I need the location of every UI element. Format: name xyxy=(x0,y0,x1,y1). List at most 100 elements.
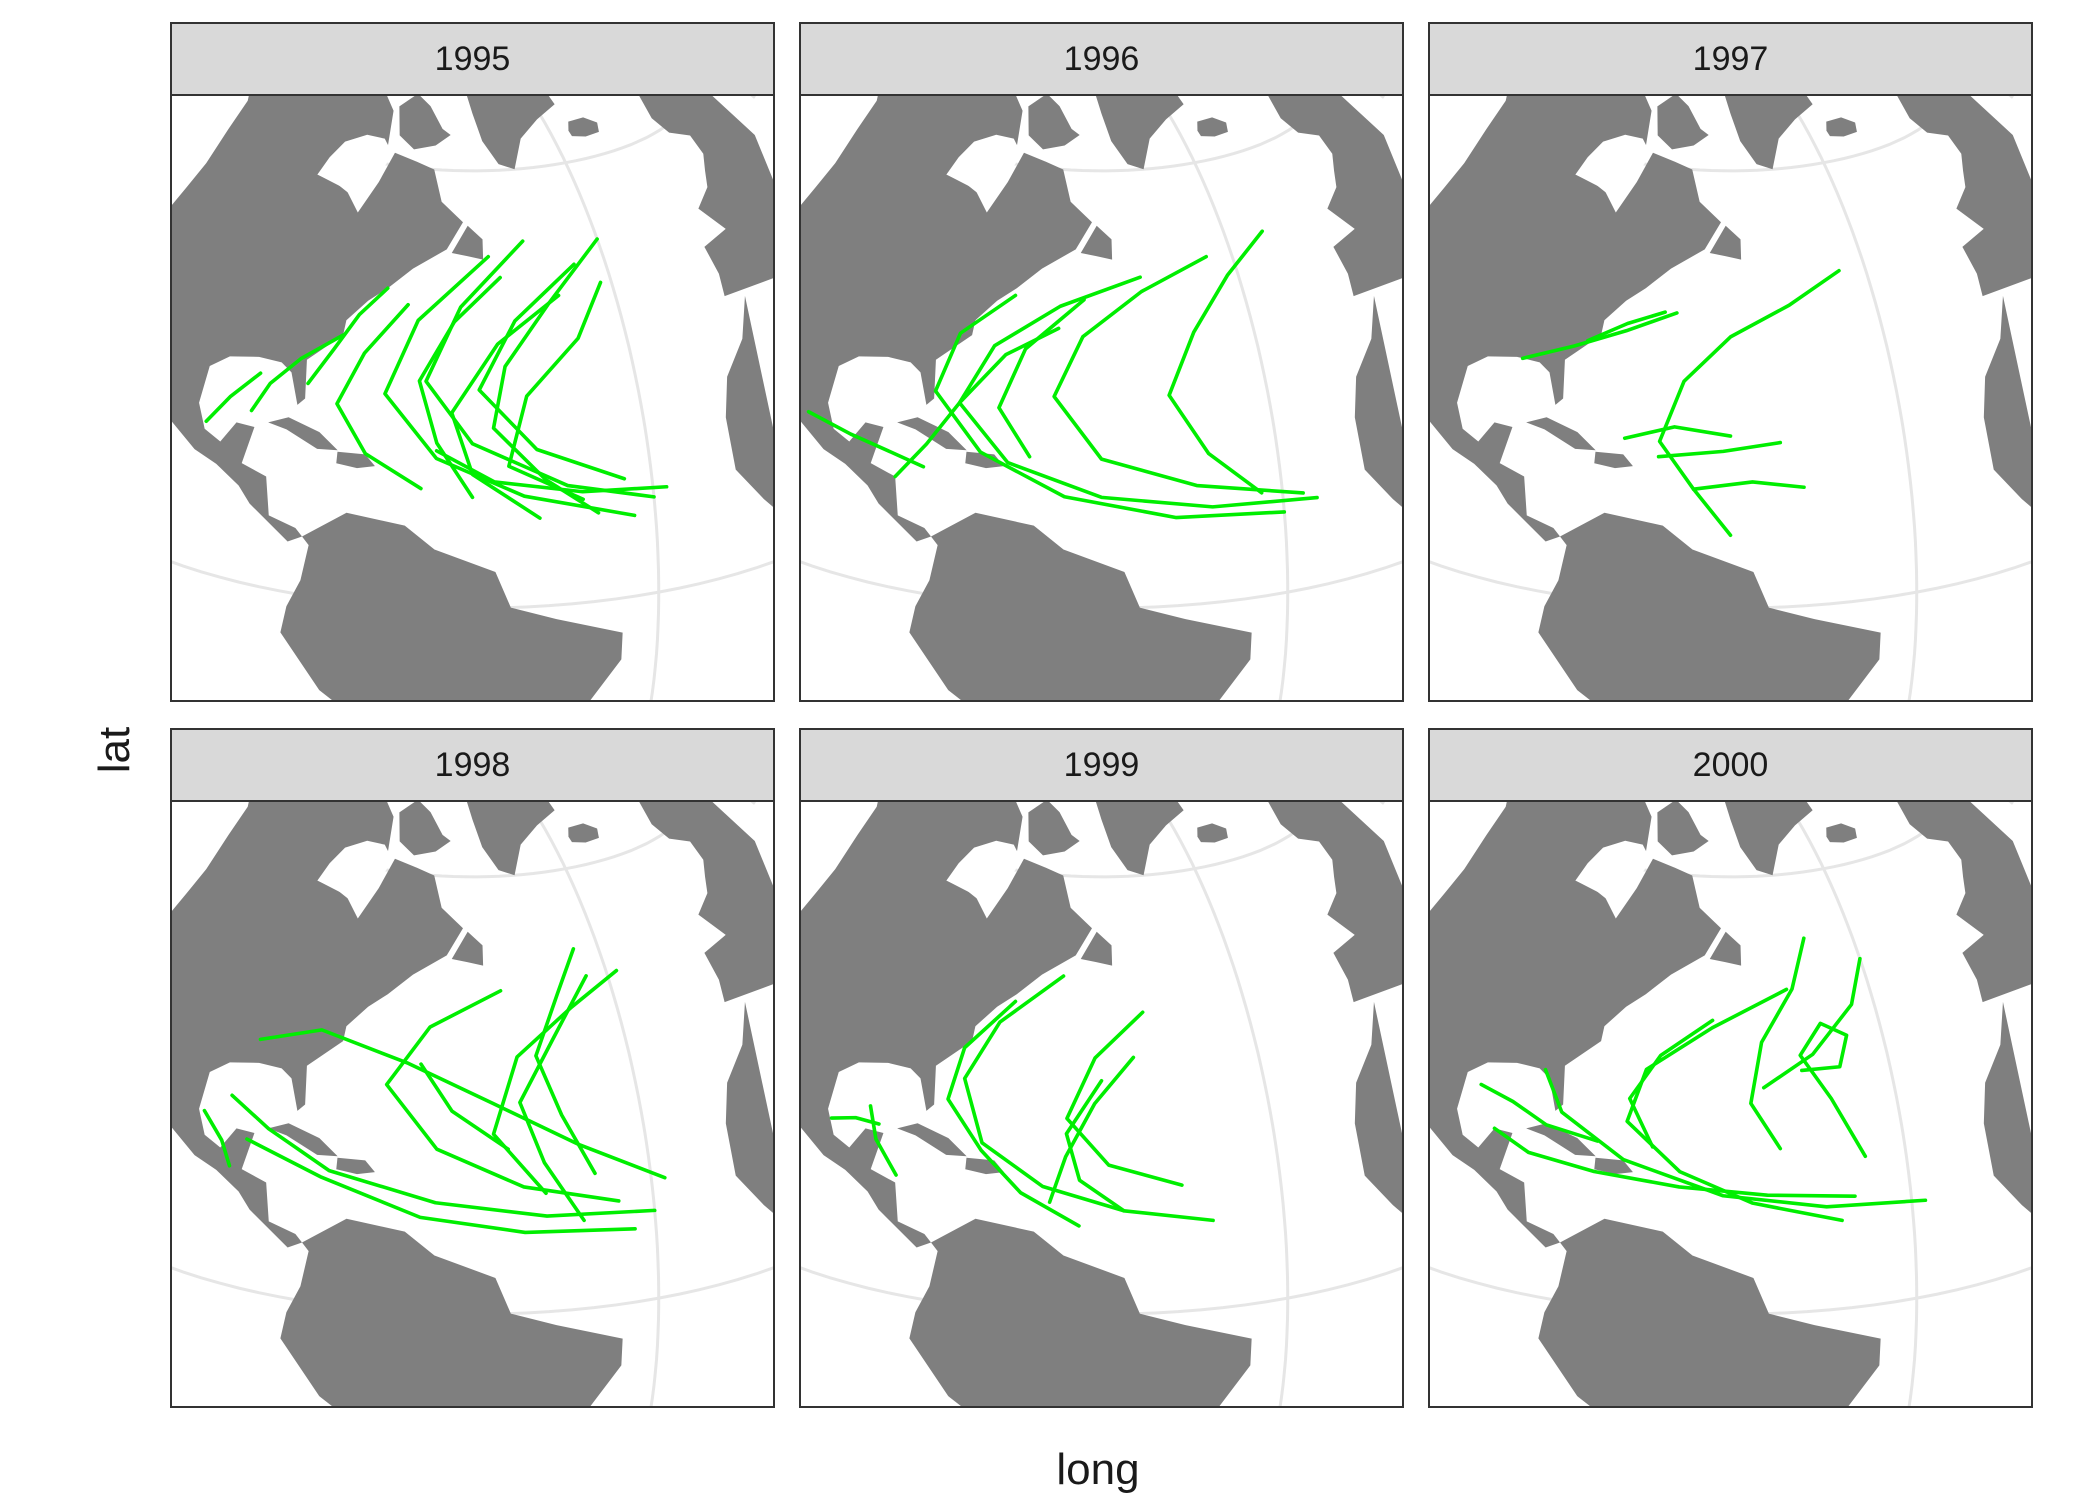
iceland-land xyxy=(1197,823,1228,843)
hurricane-track xyxy=(518,974,588,1223)
hurricane-track xyxy=(1064,1078,1126,1213)
hurricane-track xyxy=(893,326,1061,479)
hurricane-track xyxy=(477,262,627,481)
south-america-land xyxy=(1538,512,1881,700)
globe-map xyxy=(1430,96,2031,700)
hurricane-track xyxy=(1691,480,1806,491)
hudson-bay-water xyxy=(317,840,392,905)
hurricane-track xyxy=(957,275,1319,509)
map-plot-area xyxy=(1428,802,2033,1408)
hurricane-track xyxy=(1657,268,1841,538)
facet-panel-1998: 1998 xyxy=(170,728,775,1408)
map-plot-area xyxy=(1428,96,2033,702)
y-axis-title: lat xyxy=(90,726,139,774)
hurricane-track xyxy=(245,1137,637,1235)
hurricane-track xyxy=(1052,254,1305,495)
hurricane-track xyxy=(230,1093,657,1218)
facet-strip-label: 1998 xyxy=(170,728,775,802)
track-group xyxy=(1479,936,1928,1223)
globe-map xyxy=(172,96,773,700)
iceland-land xyxy=(1197,117,1228,137)
hurricane-track xyxy=(1749,936,1806,1151)
hispaniola-land xyxy=(1594,451,1633,469)
iceland-land xyxy=(568,117,599,137)
hurricane-track xyxy=(306,286,390,386)
map-plot-area xyxy=(170,802,775,1408)
hurricane-track xyxy=(1625,987,1844,1223)
hurricane-track xyxy=(1065,1010,1184,1187)
hurricane-track xyxy=(384,989,621,1203)
globe-map xyxy=(801,96,1402,700)
hispaniola-land xyxy=(1594,1157,1633,1175)
newfoundland-land xyxy=(1709,931,1742,966)
hurricane-track xyxy=(258,1028,667,1180)
hurricane-track xyxy=(997,297,1086,459)
greenland-land xyxy=(1095,96,1184,170)
newfoundland-land xyxy=(1709,225,1742,260)
hispaniola-land xyxy=(965,451,1004,469)
iceland-land xyxy=(568,823,599,843)
hurricane-track xyxy=(1585,310,1667,343)
hurricane-track xyxy=(507,280,603,502)
hurricane-track xyxy=(1627,1018,1715,1149)
hurricane-track xyxy=(1479,1082,1600,1143)
land-group xyxy=(172,96,773,700)
facet-panel-1999: 1999 xyxy=(799,728,1404,1408)
globe-map xyxy=(1430,802,2031,1406)
north-america-land xyxy=(172,802,463,1248)
hurricane-track xyxy=(1543,1067,1928,1209)
north-america-land xyxy=(801,96,1092,542)
europe-africa-land xyxy=(1897,802,2031,1213)
facet-strip-label: 1996 xyxy=(799,22,1404,96)
greenland-land xyxy=(466,96,555,170)
south-america-land xyxy=(1538,1218,1881,1406)
greenland-land xyxy=(1095,802,1184,876)
south-america-land xyxy=(909,512,1252,700)
hurricane-track xyxy=(434,448,669,494)
hurricane-track xyxy=(1656,440,1783,459)
hurricane-track xyxy=(383,254,637,518)
hudson-bay-water xyxy=(1575,134,1650,199)
map-plot-area xyxy=(799,96,1404,702)
hurricane-track xyxy=(829,1115,881,1126)
south-america-land xyxy=(280,512,623,700)
map-plot-area xyxy=(170,96,775,702)
meridian-line xyxy=(1155,96,1290,700)
baffin-island-land xyxy=(1028,802,1080,856)
baffin-island-land xyxy=(399,802,451,856)
hurricane-track xyxy=(1167,229,1264,495)
hurricane-track xyxy=(946,999,1081,1228)
europe-africa-land xyxy=(639,802,773,1213)
meridian-line xyxy=(1784,96,1919,700)
hurricane-track xyxy=(204,371,263,424)
facet-strip-label: 1997 xyxy=(1428,22,2033,96)
meridian-line xyxy=(1155,802,1290,1406)
globe-map xyxy=(172,802,773,1406)
cuba-land xyxy=(897,1123,967,1157)
cuba-land xyxy=(897,417,967,451)
track-group xyxy=(829,974,1215,1228)
south-america-land xyxy=(280,1218,623,1406)
hispaniola-land xyxy=(336,451,375,469)
cuba-land xyxy=(268,417,338,451)
hispaniola-land xyxy=(336,1157,375,1175)
hurricane-track xyxy=(1622,425,1733,441)
hudson-bay-water xyxy=(946,840,1021,905)
x-axis-title: long xyxy=(1056,1445,1140,1494)
europe-africa-land xyxy=(639,96,773,507)
hurricane-track xyxy=(202,1108,232,1168)
hurricane-track xyxy=(335,302,423,491)
newfoundland-land xyxy=(1080,931,1113,966)
cuba-land xyxy=(1526,1123,1596,1157)
newfoundland-land xyxy=(1080,225,1113,260)
greenland-land xyxy=(466,802,555,876)
cuba-land xyxy=(268,1123,338,1157)
hurricane-track xyxy=(424,239,656,499)
iceland-land xyxy=(1826,117,1857,137)
land-group xyxy=(801,802,1402,1406)
hurricane-track xyxy=(419,1062,510,1151)
europe-africa-land xyxy=(1268,96,1402,507)
track-group xyxy=(806,229,1319,520)
facet-strip-label: 1995 xyxy=(170,22,775,96)
facet-strip-label: 2000 xyxy=(1428,728,2033,802)
